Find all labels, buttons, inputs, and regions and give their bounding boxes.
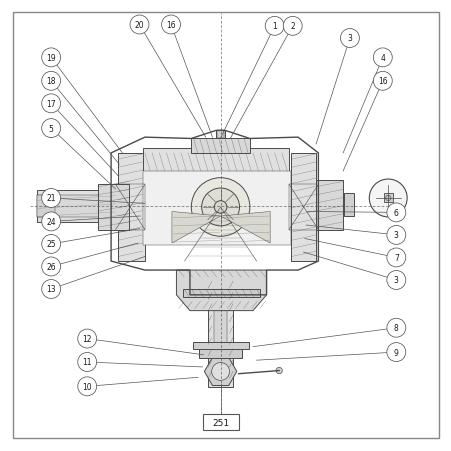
Circle shape — [41, 49, 60, 68]
Text: 2: 2 — [290, 22, 295, 31]
Circle shape — [340, 29, 359, 48]
Bar — [97, 185, 129, 230]
Bar — [289, 185, 318, 230]
Circle shape — [276, 368, 282, 374]
Circle shape — [283, 17, 301, 36]
Text: 6: 6 — [393, 208, 398, 217]
Bar — [383, 194, 392, 203]
Bar — [192, 342, 248, 349]
Circle shape — [386, 318, 405, 337]
Text: 19: 19 — [46, 54, 56, 63]
Text: 11: 11 — [82, 358, 92, 367]
Circle shape — [265, 17, 284, 36]
Circle shape — [373, 72, 391, 91]
Bar — [216, 131, 225, 139]
Circle shape — [41, 189, 60, 208]
Bar — [143, 171, 291, 246]
Text: 7: 7 — [393, 253, 398, 262]
Text: 16: 16 — [166, 21, 175, 30]
Circle shape — [41, 235, 60, 254]
Text: 3: 3 — [393, 231, 398, 240]
Bar — [191, 139, 249, 153]
Text: 24: 24 — [46, 217, 56, 226]
Circle shape — [386, 343, 405, 362]
Text: 16: 16 — [377, 77, 387, 86]
Bar — [183, 290, 259, 298]
Circle shape — [201, 189, 239, 226]
Text: 17: 17 — [46, 100, 56, 109]
Text: 18: 18 — [46, 77, 56, 86]
Circle shape — [41, 280, 60, 299]
Text: 13: 13 — [46, 285, 56, 294]
Circle shape — [385, 196, 390, 201]
Bar — [217, 131, 223, 139]
Circle shape — [78, 329, 97, 348]
Text: 26: 26 — [46, 262, 56, 272]
Circle shape — [41, 258, 60, 276]
Circle shape — [368, 179, 406, 217]
FancyBboxPatch shape — [203, 414, 238, 431]
Bar — [143, 149, 289, 171]
Polygon shape — [220, 212, 270, 244]
Circle shape — [386, 203, 405, 222]
Bar — [37, 190, 118, 223]
Polygon shape — [176, 271, 266, 311]
Circle shape — [373, 49, 391, 68]
Bar — [198, 348, 242, 358]
Text: 12: 12 — [82, 334, 92, 343]
Text: 20: 20 — [134, 21, 144, 30]
Text: 9: 9 — [393, 348, 398, 357]
Text: 4: 4 — [380, 54, 384, 63]
Text: 25: 25 — [46, 240, 56, 249]
Text: 10: 10 — [82, 382, 92, 391]
Circle shape — [78, 353, 97, 372]
Circle shape — [41, 95, 60, 114]
Bar — [208, 280, 232, 387]
Bar — [118, 153, 145, 262]
Text: 1: 1 — [272, 22, 276, 31]
Bar — [37, 196, 115, 217]
Text: 3: 3 — [393, 276, 398, 285]
Circle shape — [161, 16, 180, 35]
Circle shape — [41, 120, 60, 138]
Bar — [213, 284, 227, 383]
Text: 3: 3 — [347, 34, 352, 43]
Circle shape — [41, 212, 60, 231]
Polygon shape — [171, 212, 220, 244]
Circle shape — [386, 249, 405, 267]
Circle shape — [41, 72, 60, 91]
Bar — [115, 185, 145, 230]
Circle shape — [130, 16, 149, 35]
Circle shape — [386, 226, 405, 245]
Text: 251: 251 — [212, 418, 229, 427]
Bar — [37, 196, 55, 217]
Circle shape — [214, 201, 226, 214]
Circle shape — [211, 363, 229, 381]
Circle shape — [386, 271, 405, 290]
Bar — [343, 194, 353, 216]
Circle shape — [78, 377, 97, 396]
Circle shape — [191, 178, 249, 237]
Bar — [315, 180, 342, 230]
Text: 8: 8 — [393, 323, 398, 332]
Bar — [291, 153, 315, 262]
Text: 5: 5 — [49, 124, 54, 133]
Text: 21: 21 — [46, 194, 56, 203]
